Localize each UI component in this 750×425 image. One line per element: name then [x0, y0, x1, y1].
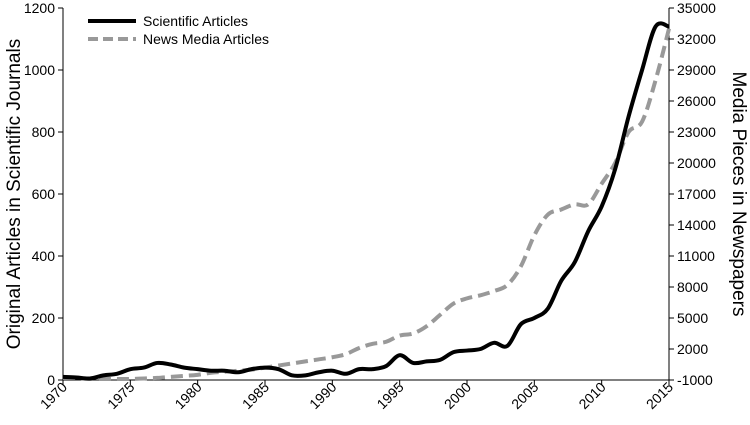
legend-label-news-media-articles: News Media Articles	[143, 31, 269, 47]
x-tick-label: 1975	[104, 379, 137, 412]
right-y-tick-label: 32000	[677, 31, 716, 47]
right-y-axis-title: Media Pieces in Newspapers	[728, 71, 749, 316]
x-tick-label: 2000	[441, 379, 474, 412]
left-y-tick-label: 1200	[24, 0, 55, 16]
right-y-tick-label: 14000	[677, 217, 716, 233]
right-y-tick-label: 26000	[677, 93, 716, 109]
x-tick-label: 1995	[373, 379, 406, 412]
left-y-tick-label: 800	[32, 124, 56, 140]
x-tick-label: 2015	[643, 379, 676, 412]
left-y-tick-label: 600	[32, 186, 56, 202]
right-y-tick-label: 17000	[677, 186, 716, 202]
left-y-tick-label: 1000	[24, 62, 55, 78]
series-line-news-media-articles	[62, 28, 671, 382]
left-y-axis-ticks: 0 200 400 600 800 1000 1200	[24, 0, 63, 388]
left-y-tick-label: 200	[32, 310, 56, 326]
right-y-tick-label: 2000	[677, 341, 708, 357]
left-y-axis-title: Original Articles in Scientific Journals	[4, 39, 25, 349]
x-tick-label: 1980	[171, 379, 204, 412]
right-y-tick-label: 29000	[677, 62, 716, 78]
right-y-tick-label: 5000	[677, 310, 708, 326]
left-y-tick-label: 400	[32, 248, 56, 264]
x-tick-label: 2005	[508, 379, 541, 412]
right-y-tick-label: 11000	[677, 248, 715, 264]
right-y-tick-label: 23000	[677, 124, 716, 140]
x-tick-label: 1990	[306, 379, 339, 412]
series-line-scientific-articles	[62, 21, 670, 381]
right-y-axis-ticks: -1000 2000 5000 8000 11000 14000 17000 20000 230…	[669, 0, 716, 388]
x-tick-label: 2010	[575, 379, 608, 412]
left-y-tick-label: 0	[47, 372, 55, 388]
right-y-tick-label: -1000	[677, 372, 713, 388]
right-y-tick-label: 20000	[677, 155, 716, 171]
series-layer	[62, 21, 671, 382]
legend-label-scientific-articles: Scientific Articles	[143, 13, 248, 29]
legend: Scientific Articles News Media Articles	[88, 13, 269, 47]
right-y-tick-label: 35000	[677, 0, 716, 16]
x-tick-label: 1985	[239, 379, 272, 412]
right-y-tick-label: 8000	[677, 279, 708, 295]
x-axis-ticks: 1970 1975 1980 1985 1990 1995 2000 2005 2010 2015	[37, 379, 676, 412]
